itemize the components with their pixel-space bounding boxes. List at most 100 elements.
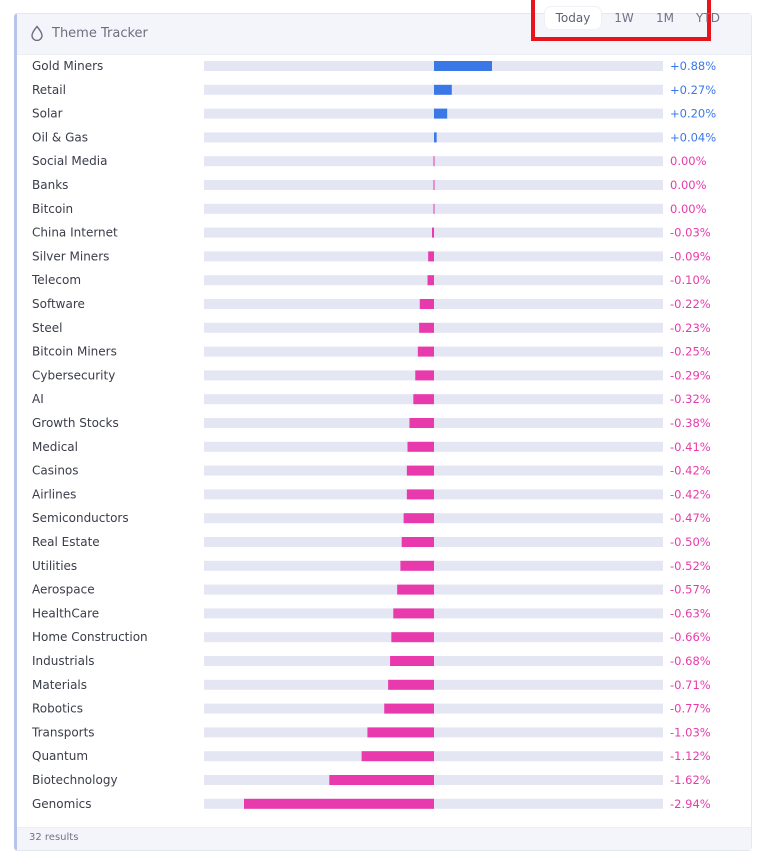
bar <box>433 203 435 214</box>
value-label: -0.25% <box>670 345 711 359</box>
bar <box>397 584 434 595</box>
drop-icon <box>31 25 43 41</box>
value-label: -0.52% <box>670 559 711 573</box>
category-label: Banks <box>32 178 68 192</box>
category-label: Semiconductors <box>32 511 129 525</box>
bar <box>433 180 435 190</box>
bar <box>384 703 434 714</box>
category-label: Genomics <box>32 797 92 811</box>
category-label: Oil & Gas <box>32 130 88 144</box>
bar <box>390 656 434 666</box>
category-label: Gold Miners <box>32 59 103 73</box>
bar <box>434 61 492 71</box>
category-label: Real Estate <box>32 535 100 549</box>
value-label: -0.66% <box>670 630 711 644</box>
value-label: -0.22% <box>670 297 711 311</box>
bar <box>391 632 434 643</box>
tab-1w[interactable]: 1W <box>614 11 634 25</box>
category-label: Home Construction <box>32 630 148 644</box>
bar-track <box>204 132 663 143</box>
page-title: Theme Tracker <box>52 25 148 41</box>
category-label: Utilities <box>32 559 77 573</box>
bar-track <box>204 108 663 119</box>
bar <box>393 608 434 619</box>
bar <box>434 132 437 143</box>
bar <box>432 227 434 238</box>
tab-ytd[interactable]: YTD <box>696 11 720 25</box>
bar <box>415 370 434 381</box>
value-label: -0.38% <box>670 416 711 430</box>
card-header: Theme Tracker <box>17 14 751 55</box>
bar <box>406 489 434 500</box>
category-label: Software <box>32 297 85 311</box>
category-label: Robotics <box>32 702 83 716</box>
bar <box>413 394 434 405</box>
bar <box>409 418 434 428</box>
category-label: Bitcoin Miners <box>32 345 117 359</box>
category-label: Social Media <box>32 154 107 168</box>
value-label: +0.88% <box>670 59 716 73</box>
bar <box>388 679 434 690</box>
value-label: -0.71% <box>670 678 711 692</box>
bar-track <box>204 84 663 95</box>
category-label: Airlines <box>32 487 76 501</box>
bar <box>329 775 434 785</box>
category-label: Quantum <box>32 749 88 763</box>
category-label: Bitcoin <box>32 202 73 216</box>
value-label: -0.77% <box>670 702 711 716</box>
category-label: Cybersecurity <box>32 368 115 382</box>
bar <box>244 798 434 809</box>
category-label: Telecom <box>31 273 81 287</box>
bar <box>400 560 434 571</box>
theme-bar-chart: Gold Miners +0.88% Retail +0.27% Solar +0.20%… <box>31 59 716 811</box>
bar <box>419 299 434 309</box>
tab-today[interactable]: Today <box>545 7 601 29</box>
timeframe-tabs: Today 1W 1M YTD <box>531 0 720 41</box>
category-label: Growth Stocks <box>32 416 119 430</box>
theme-tracker-card: Theme Tracker Gold Miners +0.88% Retail +0.… <box>14 13 752 851</box>
value-label: -0.09% <box>670 249 711 263</box>
bar <box>427 275 434 286</box>
bar-track <box>204 61 663 71</box>
value-label: -0.42% <box>670 487 711 501</box>
category-label: Materials <box>32 678 87 692</box>
category-label: Casinos <box>32 464 79 478</box>
results-count: 32 results <box>29 832 79 843</box>
category-label: Biotechnology <box>32 773 118 787</box>
bar <box>428 251 434 262</box>
bar <box>367 727 434 738</box>
value-label: -1.62% <box>670 773 711 787</box>
category-label: Transports <box>31 725 95 739</box>
value-label: -2.94% <box>670 797 711 811</box>
value-label: 0.00% <box>670 178 707 192</box>
value-label: -0.68% <box>670 654 711 668</box>
value-label: -1.03% <box>670 725 711 739</box>
value-label: -0.50% <box>670 535 711 549</box>
category-label: Retail <box>32 83 66 97</box>
value-label: -0.10% <box>670 273 711 287</box>
value-label: -0.42% <box>670 464 711 478</box>
category-label: AI <box>32 392 44 406</box>
value-label: +0.27% <box>670 83 716 97</box>
category-label: HealthCare <box>32 606 99 620</box>
bar <box>406 465 434 476</box>
bar <box>434 84 452 95</box>
bar <box>403 513 434 524</box>
value-label: -0.57% <box>670 583 711 597</box>
value-label: -0.29% <box>670 368 711 382</box>
value-label: -1.12% <box>670 749 711 763</box>
category-label: Solar <box>32 107 63 121</box>
value-label: -0.47% <box>670 511 711 525</box>
bar <box>361 751 434 762</box>
value-label: 0.00% <box>670 202 707 216</box>
title-group: Theme Tracker <box>30 25 148 41</box>
category-label: Steel <box>32 321 62 335</box>
value-label: 0.00% <box>670 154 707 168</box>
category-label: Industrials <box>32 654 95 668</box>
value-label: -0.23% <box>670 321 711 335</box>
value-label: +0.04% <box>670 130 716 144</box>
value-label: -0.41% <box>670 440 711 454</box>
category-label: Medical <box>32 440 78 454</box>
tab-1m[interactable]: 1M <box>656 11 674 25</box>
value-label: +0.20% <box>670 107 716 121</box>
